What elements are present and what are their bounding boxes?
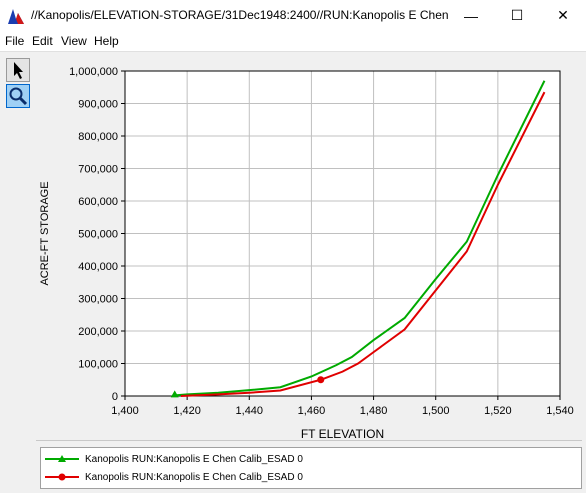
y-tick-label: 800,000 (78, 131, 118, 143)
chart-grid (125, 71, 560, 396)
series-line-1 (180, 91, 546, 397)
x-axis-label: FT ELEVATION (301, 427, 384, 441)
legend-entry-green: Kanopolis RUN:Kanopolis E Chen Calib_ESA… (45, 452, 303, 466)
legend-label-green: Kanopolis RUN:Kanopolis E Chen Calib_ESA… (85, 453, 303, 465)
series-marker-1 (317, 376, 325, 384)
chart-series (170, 80, 546, 398)
x-tick-label: 1,440 (236, 405, 264, 417)
close-button[interactable]: ✕ (540, 0, 586, 31)
y-tick-label: 600,000 (78, 196, 118, 208)
x-tick-label: 1,540 (546, 405, 574, 417)
chart-legend: Kanopolis RUN:Kanopolis E Chen Calib_ESA… (40, 447, 582, 489)
pointer-tool-button[interactable] (6, 58, 30, 82)
y-tick-label: 400,000 (78, 261, 118, 273)
legend-entry-red: Kanopolis RUN:Kanopolis E Chen Calib_ESA… (45, 470, 303, 484)
title-bar[interactable]: //Kanopolis/ELEVATION-STORAGE/31Dec1948:… (0, 0, 586, 31)
x-tick-label: 1,500 (422, 405, 450, 417)
menu-edit[interactable]: Edit (32, 34, 53, 48)
y-axis-ticks: 0 100,000 200,000 300,000 400,000 500,000 600,… (69, 66, 125, 403)
minimize-button[interactable]: — (448, 0, 494, 31)
x-tick-label: 1,400 (111, 405, 139, 417)
series-line-0 (174, 80, 546, 397)
minimize-icon: — (464, 7, 478, 24)
window-title: //Kanopolis/ELEVATION-STORAGE/31Dec1948:… (31, 8, 451, 22)
menu-bar: File Edit View Help (0, 31, 586, 52)
y-tick-label: 500,000 (78, 229, 118, 241)
elevation-storage-chart[interactable]: 1,400 1,420 1,440 1,460 1,480 1,500 1,520 1,540… (0, 0, 586, 447)
y-tick-label: 0 (112, 391, 118, 403)
y-tick-label: 900,000 (78, 99, 118, 111)
zoom-tool-button[interactable] (6, 84, 30, 108)
x-tick-label: 1,480 (360, 405, 388, 417)
chart-legend-divider (36, 440, 582, 441)
series-marker-0 (170, 390, 179, 398)
zoom-icon (9, 87, 28, 106)
legend-label-red: Kanopolis RUN:Kanopolis E Chen Calib_ESA… (85, 471, 303, 483)
maximize-icon: ☐ (510, 7, 524, 23)
legend-swatch-green (45, 455, 79, 462)
hec-dss-app-icon (8, 9, 24, 24)
menu-file[interactable]: File (5, 34, 25, 48)
pointer-icon (14, 62, 23, 79)
y-tick-label: 200,000 (78, 326, 118, 338)
tool-strip (4, 56, 34, 112)
y-axis-label: ACRE-FT STORAGE (39, 181, 51, 285)
menu-view[interactable]: View (61, 34, 87, 48)
y-tick-label: 700,000 (78, 164, 118, 176)
x-tick-label: 1,420 (173, 405, 201, 417)
y-tick-label: 100,000 (78, 359, 118, 371)
y-tick-label: 300,000 (78, 294, 118, 306)
x-tick-label: 1,520 (484, 405, 512, 417)
legend-swatch-red (45, 473, 79, 481)
close-icon: ✕ (557, 7, 569, 23)
maximize-button[interactable]: ☐ (494, 0, 540, 31)
x-tick-label: 1,460 (298, 405, 326, 417)
y-tick-label: 1,000,000 (69, 66, 118, 78)
menu-help[interactable]: Help (94, 34, 119, 48)
x-axis-ticks: 1,400 1,420 1,440 1,460 1,480 1,500 1,520 1,540 (111, 396, 574, 417)
